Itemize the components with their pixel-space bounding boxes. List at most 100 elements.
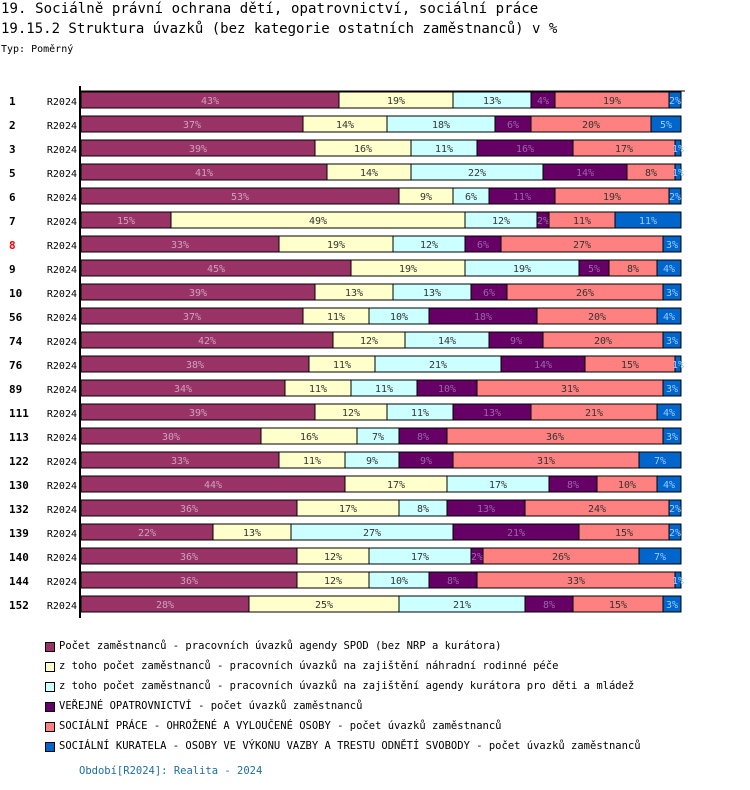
period-label: R2024: [47, 145, 77, 156]
data-label: 4%: [663, 264, 675, 275]
period-label: R2024: [47, 241, 77, 252]
data-label: 11%: [327, 312, 345, 323]
data-label: 45%: [207, 264, 225, 275]
category-label: 74: [9, 335, 23, 348]
data-label: 36%: [180, 552, 198, 563]
data-label: 15%: [621, 360, 639, 371]
data-label: 9%: [420, 456, 432, 467]
data-label: 3%: [666, 384, 678, 395]
data-label: 15%: [615, 528, 633, 539]
data-label: 17%: [489, 480, 507, 491]
period-label: R2024: [47, 529, 77, 540]
bar-segment: [662, 235, 682, 253]
period-label: R2024: [47, 409, 77, 420]
data-label: 19%: [603, 96, 621, 107]
bar-segment: [662, 283, 682, 301]
legend-swatch: [45, 702, 55, 712]
data-label: 21%: [453, 600, 471, 611]
data-label: 9%: [420, 192, 432, 203]
category-label: 5: [9, 167, 16, 180]
data-label: 33%: [171, 456, 189, 467]
data-label: 1%: [672, 144, 684, 155]
bar-segment: [674, 139, 682, 157]
data-label: 17%: [411, 552, 429, 563]
data-label: 14%: [360, 168, 378, 179]
data-label: 12%: [324, 576, 342, 587]
category-label: 9: [9, 263, 16, 276]
legend-swatch: [45, 722, 55, 732]
data-label: 41%: [195, 168, 213, 179]
data-label: 2%: [669, 192, 681, 203]
legend-label: VEŘEJNÉ OPATROVNICTVÍ - počet úvazků zam…: [59, 700, 363, 712]
data-label: 8%: [567, 480, 579, 491]
data-label: 17%: [615, 144, 633, 155]
period-label: R2024: [47, 217, 77, 228]
data-label: 15%: [117, 216, 135, 227]
category-label: 140: [9, 551, 29, 564]
data-label: 8%: [447, 576, 459, 587]
data-label: 16%: [300, 432, 318, 443]
data-label: 13%: [483, 96, 501, 107]
period-label: R2024: [47, 97, 77, 108]
category-label: 8: [9, 239, 16, 252]
category-label: 139: [9, 527, 29, 540]
data-label: 1%: [672, 576, 684, 587]
bar-segment: [668, 499, 682, 517]
data-label: 11%: [435, 144, 453, 155]
legend-label: SOCIÁLNÍ KURATELA - OSOBY VE VÝKONU VAZB…: [59, 740, 641, 752]
data-label: 34%: [174, 384, 192, 395]
data-label: 6%: [477, 240, 489, 251]
data-label: 8%: [417, 432, 429, 443]
bar-segment: [668, 187, 682, 205]
data-label: 8%: [627, 264, 639, 275]
data-label: 30%: [162, 432, 180, 443]
category-label: 152: [9, 599, 29, 612]
data-label: 12%: [492, 216, 510, 227]
data-label: 18%: [432, 120, 450, 131]
category-label: 6: [9, 191, 16, 204]
category-label: 113: [9, 431, 29, 444]
bar-segment: [656, 403, 682, 421]
bar-segment: [656, 259, 682, 277]
data-label: 11%: [309, 384, 327, 395]
data-label: 11%: [573, 216, 591, 227]
period-label: R2024: [47, 457, 77, 468]
bar-segment: [668, 91, 682, 109]
data-label: 53%: [231, 192, 249, 203]
legend-swatch: [45, 682, 55, 692]
data-label: 19%: [327, 240, 345, 251]
data-label: 16%: [516, 144, 534, 155]
data-label: 37%: [183, 312, 201, 323]
period-label: R2024: [47, 337, 77, 348]
category-label: 122: [9, 455, 29, 468]
data-label: 44%: [204, 480, 222, 491]
data-label: 8%: [543, 600, 555, 611]
legend-label: z toho počet zaměstnanců - pracovních úv…: [59, 680, 635, 692]
data-label: 21%: [585, 408, 603, 419]
data-label: 12%: [342, 408, 360, 419]
category-label: 1: [9, 95, 16, 108]
data-label: 19%: [399, 264, 417, 275]
legend-label: SOCIÁLNÍ PRÁCE - OHROŽENÉ A VYLOUČENÉ OS…: [59, 720, 502, 732]
data-label: 10%: [390, 576, 408, 587]
period-label: R2024: [47, 121, 77, 132]
category-label: 130: [9, 479, 29, 492]
data-label: 31%: [561, 384, 579, 395]
bar-segment: [674, 355, 682, 373]
data-label: 26%: [552, 552, 570, 563]
data-label: 5%: [588, 264, 600, 275]
data-label: 5%: [660, 120, 672, 131]
data-label: 4%: [663, 480, 675, 491]
data-label: 6%: [465, 192, 477, 203]
period-label: R2024: [47, 289, 77, 300]
category-label: 7: [9, 215, 16, 228]
data-label: 2%: [471, 552, 483, 563]
data-label: 6%: [507, 120, 519, 131]
data-label: 15%: [609, 600, 627, 611]
data-label: 25%: [315, 600, 333, 611]
data-label: 21%: [429, 360, 447, 371]
data-label: 31%: [537, 456, 555, 467]
data-label: 33%: [171, 240, 189, 251]
data-label: 20%: [594, 336, 612, 347]
data-label: 36%: [546, 432, 564, 443]
